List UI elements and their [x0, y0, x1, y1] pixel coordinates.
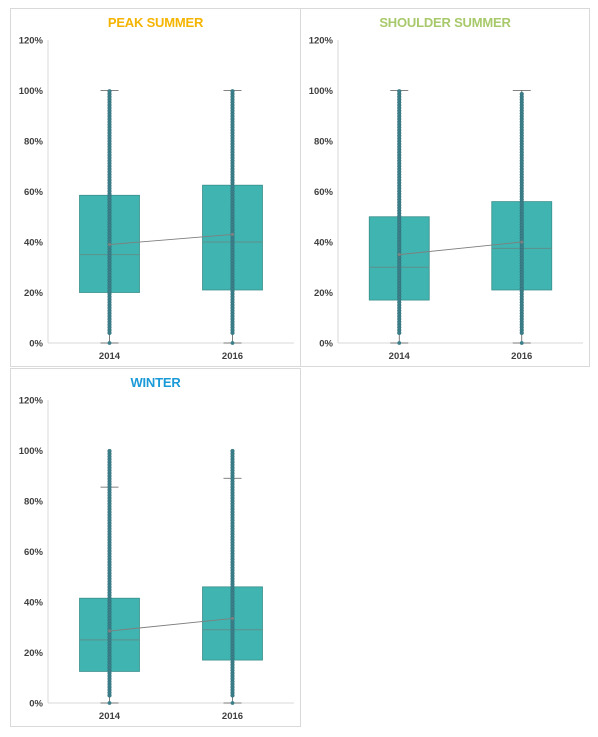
- box-plot: 0% 20% 40% 60% 80% 100% 120% 2014 2016: [19, 36, 294, 362]
- data-point: [230, 701, 235, 705]
- y-tick-label: 120%: [19, 396, 44, 407]
- data-point: [230, 448, 235, 454]
- x-tick-label: 2016: [511, 351, 532, 362]
- data-point: [107, 341, 112, 345]
- y-tick-label: 0%: [29, 339, 43, 350]
- data-point: [397, 89, 402, 94]
- y-tick-label: 120%: [309, 36, 334, 47]
- y-tick-label: 100%: [19, 446, 44, 457]
- y-tick-label: 60%: [24, 547, 44, 558]
- y-tick-label: 80%: [24, 137, 44, 148]
- y-tick-label: 0%: [29, 699, 43, 710]
- x-tick-label: 2014: [389, 351, 411, 362]
- x-tick-label: 2016: [222, 711, 243, 722]
- data-point: [230, 341, 235, 345]
- y-tick-label: 100%: [309, 86, 334, 97]
- data-points: [397, 89, 402, 345]
- y-tick-label: 120%: [19, 36, 44, 47]
- chart-title: WINTER: [130, 375, 181, 390]
- y-tick-label: 20%: [24, 648, 44, 659]
- data-points: [107, 448, 112, 705]
- mean-marker: [231, 616, 234, 620]
- x-tick-label: 2014: [99, 711, 121, 722]
- y-tick-label: 100%: [19, 86, 44, 97]
- chart-title: SHOULDER SUMMER: [379, 15, 511, 30]
- box-plot: 0% 20% 40% 60% 80% 100% 120% 2014 2016: [309, 36, 583, 362]
- chart-title: PEAK SUMMER: [107, 15, 204, 30]
- data-points: [230, 89, 235, 345]
- y-tick-label: 0%: [319, 339, 333, 350]
- box-plot: 0% 20% 40% 60% 80% 100% 120% 2014 2016: [19, 396, 294, 722]
- y-tick-label: 60%: [314, 187, 334, 198]
- data-point: [107, 448, 112, 454]
- y-tick-label: 40%: [24, 238, 44, 249]
- data-point: [519, 341, 524, 345]
- y-tick-label: 80%: [24, 497, 44, 508]
- y-tick-label: 60%: [24, 187, 44, 198]
- mean-line: [399, 241, 522, 256]
- y-tick-label: 40%: [314, 238, 334, 249]
- data-point: [107, 701, 112, 705]
- data-points: [519, 91, 524, 345]
- chart-panel-shoulder-summer: SHOULDER SUMMER 0% 20% 40% 60% 80% 100% 120% 20…: [300, 8, 590, 367]
- data-point: [230, 89, 235, 94]
- mean-line: [109, 233, 233, 245]
- chart-panel-peak-summer: PEAK SUMMER 0% 20% 40% 60% 80% 100% 120% 2014 20…: [10, 8, 301, 367]
- y-tick-label: 20%: [24, 288, 44, 299]
- data-points: [230, 448, 235, 705]
- y-tick-label: 20%: [314, 288, 334, 299]
- data-point: [107, 89, 112, 94]
- y-tick-label: 80%: [314, 137, 334, 148]
- data-point: [519, 91, 524, 97]
- chart-panel-winter: WINTER 0% 20% 40% 60% 80% 100% 120% 2014 2016: [10, 368, 301, 727]
- y-tick-label: 40%: [24, 598, 44, 609]
- data-points: [107, 89, 112, 345]
- data-point: [397, 341, 402, 345]
- x-tick-label: 2016: [222, 351, 243, 362]
- x-tick-label: 2014: [99, 351, 121, 362]
- mean-line: [109, 617, 233, 632]
